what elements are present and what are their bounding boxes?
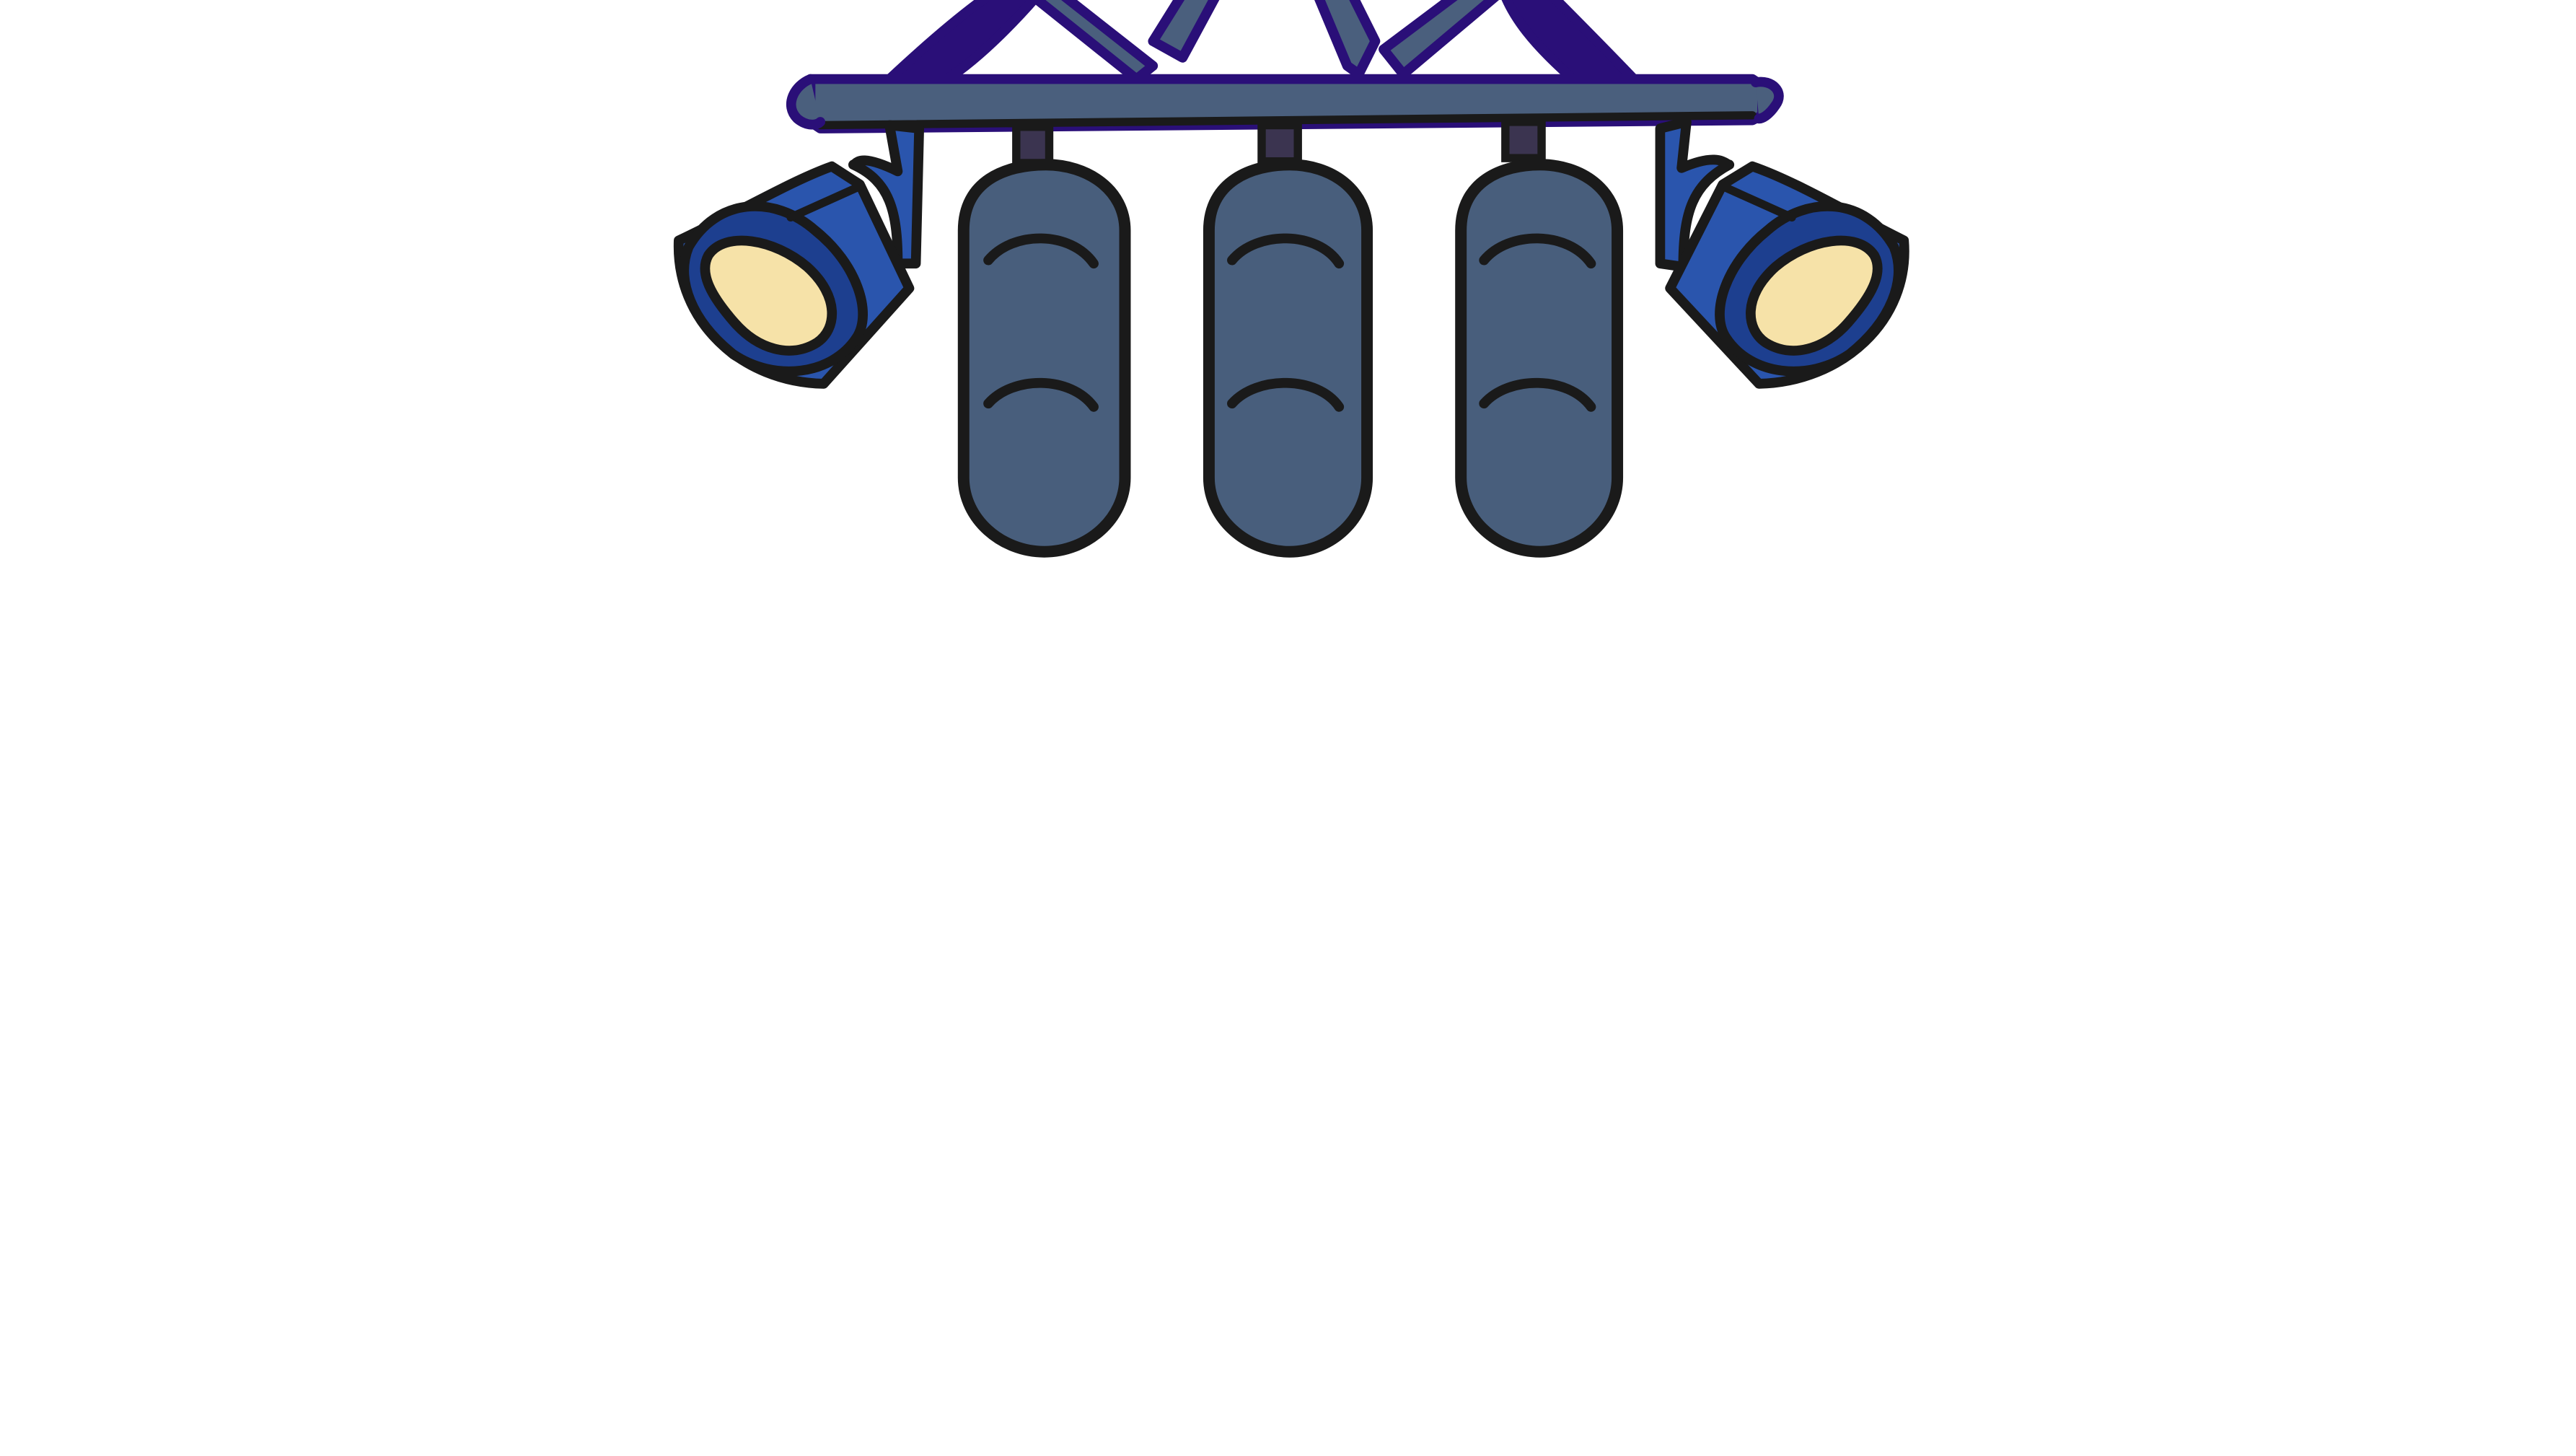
vertical-light-2-slat-2	[1227, 377, 1345, 412]
vertical-light-2-slat-1	[1227, 233, 1345, 269]
vertical-light-1-slat-1	[983, 233, 1099, 269]
spotlight-right-lens	[1746, 235, 1883, 356]
vertical-light-1-body	[957, 159, 1131, 558]
truss-diagonal-right-outer	[1501, 0, 1639, 84]
vertical-light-2	[1203, 159, 1373, 558]
spotlight-left-bracket	[848, 120, 924, 269]
hanger-3	[1501, 118, 1546, 162]
truss-bar	[786, 74, 1784, 133]
truss-diagonals	[884, 0, 1639, 84]
truss-end-cap-right	[1750, 76, 1784, 124]
truss-end-cap-left	[786, 74, 826, 130]
vertical-light-3	[1455, 159, 1624, 558]
vertical-light-3-body	[1455, 159, 1624, 558]
truss-diagonal-right-inner	[1379, 0, 1500, 79]
vertical-light-2-body	[1203, 159, 1373, 558]
truss-bar-bottom-edge	[816, 111, 1757, 130]
spotlight-left-lens	[700, 235, 838, 356]
spotlight-left	[674, 120, 924, 389]
vertical-light-3-slat-2	[1479, 377, 1596, 412]
truss-diagonal-left-inner	[1029, 0, 1159, 84]
spotlight-left-highlight	[786, 183, 861, 222]
spotlight-right	[1655, 117, 1909, 389]
hanger-1	[1012, 123, 1054, 167]
vertical-light-3-slat-1	[1479, 233, 1596, 269]
truss-diagonal-left-outer	[884, 0, 1040, 84]
vertical-light-1	[957, 159, 1131, 558]
truss-diagonal-center-left	[1148, 0, 1220, 63]
spotlight-right-highlight	[1722, 183, 1796, 222]
vertical-light-1-slat-2	[983, 377, 1099, 412]
truss-diagonal-center-right	[1314, 0, 1381, 79]
hanger-2	[1257, 120, 1302, 166]
